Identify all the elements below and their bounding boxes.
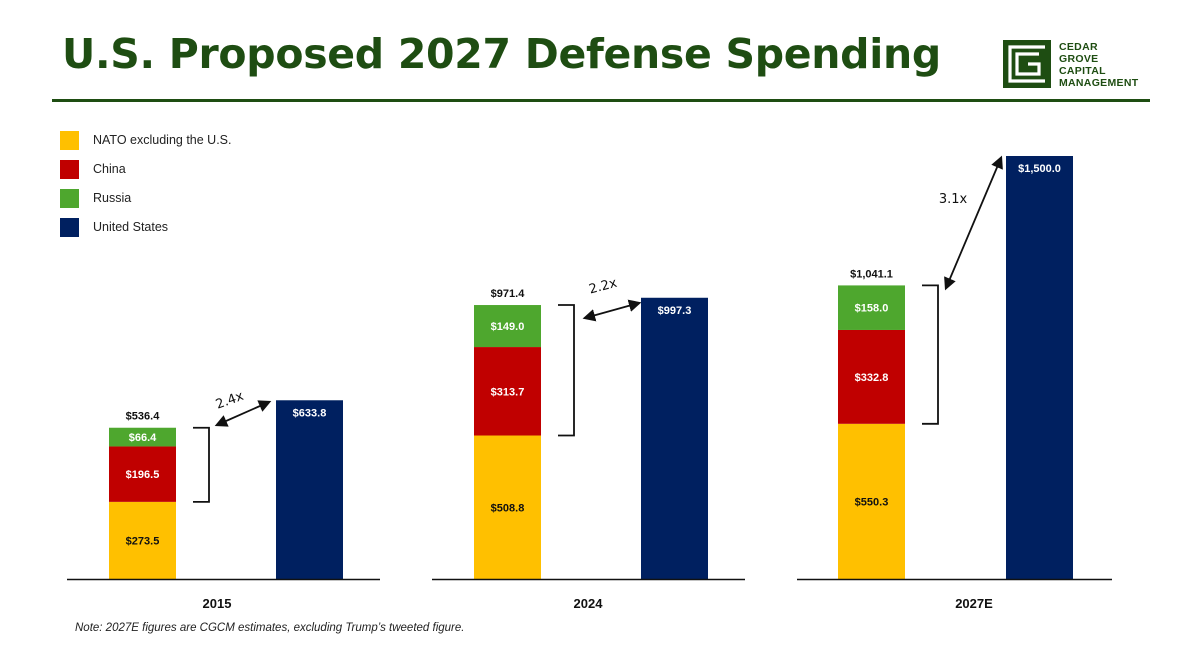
stack-total-2015: $536.4 [126,411,161,423]
ratio-arrow-2027E [944,155,1003,291]
logo-line-2: GROVE [1059,53,1099,65]
legend-swatch-nato [60,130,79,150]
bar-china-2015 [109,446,176,502]
stack-total-2024: $971.4 [491,288,526,300]
bar-label-us-2015: $633.8 [293,407,327,419]
legend-item-china: China [60,159,232,179]
logo-wordmark: CEDAR GROVE CAPITAL MANAGEMENT [1059,41,1138,89]
chart-legend: NATO excluding the U.S. China Russia Uni… [60,130,232,246]
bar-label-nato-2015: $273.5 [126,535,160,547]
bar-label-china-2015: $196.5 [126,469,160,481]
bracket-2015 [193,426,210,503]
bar-label-china-2027E: $332.8 [855,372,889,384]
bar-us-2027E [1006,156,1073,579]
ratio-arrow-2024 [582,299,642,322]
legend-label-china: China [93,162,126,176]
legend-label-nato: NATO excluding the U.S. [93,133,232,147]
bar-us-2024 [641,297,708,579]
legend-item-us: United States [60,217,232,237]
bar-nato-2015 [109,501,176,579]
logo-line-3: CAPITAL [1059,65,1106,77]
legend-swatch-china [60,159,79,179]
bar-nato-2024 [474,435,541,579]
bar-china-2024 [474,347,541,436]
bracket-2024 [558,304,575,437]
bar-nato-2027E [838,423,905,579]
ratio-label-2027E: 3.1x [939,192,968,207]
x-tick-label-2024: 2024 [574,596,604,611]
bar-label-nato-2027E: $550.3 [855,496,889,508]
bar-russia-2024 [474,305,541,348]
ratio-label-2024: 2.2x [587,276,619,298]
bar-us-2015 [276,400,343,579]
legend-swatch-russia [60,188,79,208]
page-title: U.S. Proposed 2027 Defense Spending [62,30,941,78]
bar-label-china-2024: $313.7 [491,386,525,398]
legend-label-russia: Russia [93,191,132,205]
bracket-2027E [922,284,939,425]
bar-russia-2015 [109,427,176,447]
x-tick-label-2015: 2015 [203,596,232,611]
bar-label-russia-2015: $66.4 [129,432,157,444]
legend-item-russia: Russia [60,188,232,208]
stack-total-2027E: $1,041.1 [850,268,893,280]
bar-russia-2027E [838,285,905,330]
logo-line-1: CEDAR [1059,41,1098,53]
x-tick-label-2027E: 2027E [955,596,993,611]
legend-label-us: United States [93,220,169,234]
logo-line-4: MANAGEMENT [1059,77,1139,89]
bar-label-russia-2027E: $158.0 [855,303,889,315]
bar-label-us-2027E: $1,500.0 [1018,163,1061,175]
legend-swatch-us [60,217,79,237]
legend-item-nato: NATO excluding the U.S. [60,130,232,150]
bar-label-us-2024: $997.3 [658,305,692,317]
bar-label-russia-2024: $149.0 [491,321,525,333]
ratio-label-2015: 2.4x [214,389,246,413]
bar-label-nato-2024: $508.8 [491,502,525,514]
title-divider [52,99,1150,102]
ratio-arrow-2015 [214,400,272,427]
company-logo: CEDAR GROVE CAPITAL MANAGEMENT [1003,40,1153,92]
logo-mark-icon [1003,40,1051,88]
bar-china-2027E [838,329,905,424]
footnote: Note: 2027E figures are CGCM estimates, … [75,622,465,634]
